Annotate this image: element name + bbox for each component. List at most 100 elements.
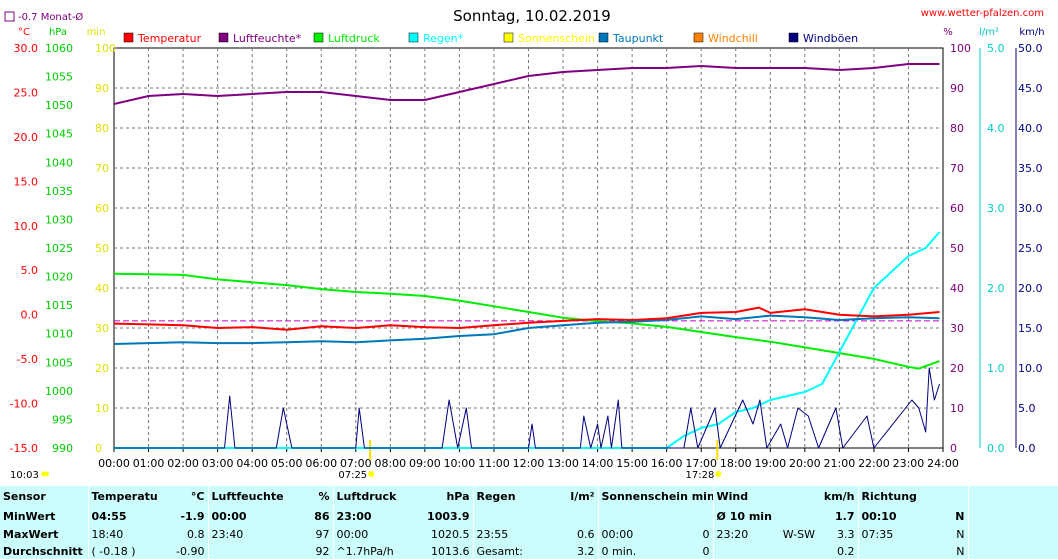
x-tick-label: 13:00 [547, 457, 579, 470]
kmh-axis-tick: 10.0 [1018, 362, 1043, 375]
legend-label: Temperatur [137, 32, 202, 45]
stats-sun-time: 00:00 [597, 526, 658, 543]
rain-axis-tick: 2.0 [987, 282, 1005, 295]
x-tick-label: 15:00 [616, 457, 648, 470]
hdr-temp: Temperatur [87, 486, 158, 506]
stats-rain-time: 23:55 [472, 526, 543, 543]
stats-rain-val: 0.6 [577, 528, 595, 541]
chart-title: Sonntag, 10.02.2019 [453, 7, 611, 25]
min-axis-tick: 60 [95, 202, 109, 215]
x-tick-label: 16:00 [651, 457, 683, 470]
sunset-sun-icon [715, 471, 722, 477]
hdr-hum: Luftfeuchte [207, 486, 288, 506]
stats-wind-dir [773, 543, 818, 560]
moon-icon [41, 471, 49, 477]
stats-hum-time [207, 543, 288, 560]
site-link[interactable]: www.wetter-pfalzen.com [921, 8, 1044, 19]
legend-swatch [408, 32, 419, 43]
x-tick-label: 14:00 [582, 457, 614, 470]
pct-axis-tick: 40 [950, 282, 964, 295]
x-tick-label: 24:00 [927, 457, 959, 470]
legend-label: Sonnenschein [518, 32, 595, 45]
rain-axis-unit: l/m² [979, 27, 999, 38]
stats-press-val: 1020.5 [431, 528, 470, 541]
stats-table: Sensor Temperatur °C Luftfeuchte % Luftd… [0, 486, 1058, 560]
stats-temp-val: -1.9 [180, 509, 205, 523]
hdr-sun: Sonnenschein min [597, 486, 714, 506]
kmh-axis-tick: 50.0 [1018, 42, 1043, 55]
stats-temp-time: 18:40 [87, 526, 158, 543]
stats-hum-time: 00:00 [207, 506, 288, 526]
kmh-axis-tick: 45.0 [1018, 82, 1043, 95]
x-tick-label: 02:00 [167, 457, 199, 470]
stats-panel: Sensor Temperatur °C Luftfeuchte % Luftd… [0, 486, 1058, 560]
chart-grid [113, 47, 944, 449]
kmh-axis-unit: km/h [1019, 27, 1044, 38]
stats-dir-time [857, 543, 919, 560]
hpa-axis-unit: hPa [49, 27, 67, 38]
legend-swatch [313, 32, 324, 43]
pct-axis-tick: 100 [950, 42, 971, 55]
kmh-axis-tick: 20.0 [1018, 282, 1043, 295]
min-axis-tick: 20 [95, 362, 109, 375]
hdr-sensor: Sensor [3, 489, 46, 503]
stats-sun-val [658, 506, 713, 526]
hpa-axis-tick: 1045 [45, 128, 73, 141]
series-taupunkt [113, 314, 940, 345]
x-tick-label: 05:00 [271, 457, 303, 470]
stats-wind-dir [773, 506, 818, 526]
hdr-dir: Richtung [857, 486, 919, 506]
stats-label: MinWert [3, 509, 56, 523]
rain-axis-tick: 4.0 [987, 122, 1005, 135]
temp-axis-tick: 0.0 [21, 309, 39, 322]
hdr-press-unit: hPa [446, 489, 470, 503]
legend-swatch [503, 32, 514, 43]
stats-temp-time: 04:55 [87, 506, 158, 526]
pct-axis-tick: 50 [950, 242, 964, 255]
min-axis-tick: 70 [95, 162, 109, 175]
stats-sun-val: 0 [702, 545, 710, 558]
stats-dir-val: N [956, 528, 965, 541]
stats-hum-time: 23:40 [207, 526, 288, 543]
series-luftdruck [113, 272, 940, 370]
x-tick-label: 00:00 [98, 457, 130, 470]
monat-avg-icon [4, 11, 15, 22]
x-tick-label: 12:00 [513, 457, 545, 470]
stats-rain-val: 3.2 [577, 545, 595, 558]
hpa-axis-tick: 1020 [45, 271, 73, 284]
stats-dir-time: 00:10 [857, 506, 919, 526]
x-tick-label: 03:00 [202, 457, 234, 470]
hpa-axis-tick: 1035 [45, 185, 73, 198]
stats-rain-val [543, 506, 598, 526]
stats-spacer [967, 526, 1058, 543]
temp-axis-tick: 15.0 [14, 175, 39, 188]
stats-spacer [967, 506, 1058, 526]
stats-sun-time: 0 min. [597, 543, 658, 560]
x-tick-label: 21:00 [824, 457, 856, 470]
temp-axis-tick: -15.0 [10, 442, 38, 455]
kmh-axis-tick: 5.0 [1018, 402, 1036, 415]
chart-axes: °C 30.0 25.0 20.0 15.0 10.0 5.0 0.0 -5.0 -10.0 -15… [10, 27, 1045, 481]
stats-wind-dir: W-SW [782, 528, 816, 541]
x-tick-label: 08:00 [374, 457, 406, 470]
stats-wind-time [712, 543, 774, 560]
x-tick-label: 04:00 [236, 457, 268, 470]
stats-label: Durchschnitt [3, 545, 83, 558]
legend-label: Luftfeuchte* [233, 32, 302, 45]
stats-row: MaxWert 18:40 0.8 23:40 97 00:00 1020.5 23:55 0.… [0, 526, 1058, 543]
legend-swatch [788, 32, 799, 43]
sunset-label: 17:28 [685, 470, 714, 481]
x-tick-label: 01:00 [133, 457, 165, 470]
temp-axis-tick: 25.0 [14, 86, 39, 99]
pct-axis-unit: % [943, 27, 953, 38]
legend-label: Taupunkt [612, 32, 664, 45]
legend-label: Windchill [708, 32, 758, 45]
stats-header-row: Sensor Temperatur °C Luftfeuchte % Luftd… [0, 486, 1058, 506]
hdr-rain: Regen [472, 486, 543, 506]
sunrise-label: 07:25 [338, 470, 367, 481]
temp-axis-tick: -10.0 [10, 398, 38, 411]
hdr-rain-unit: l/m² [570, 489, 595, 503]
x-tick-label: 17:00 [685, 457, 717, 470]
legend-label: Regen* [423, 32, 464, 45]
legend-label: Windböen [803, 32, 858, 45]
